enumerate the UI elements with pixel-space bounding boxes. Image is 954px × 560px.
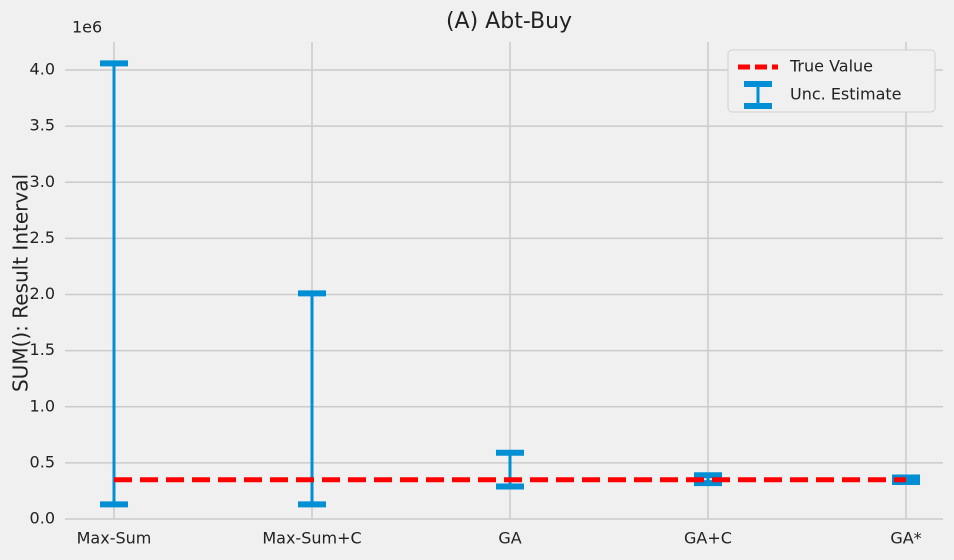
chart-title: (A) Abt-Buy: [446, 9, 572, 34]
y-axis-label: SUM(): Result Interval: [9, 174, 33, 392]
y-tick-label: 4.0: [30, 60, 55, 79]
y-tick-label: 1.5: [30, 340, 55, 359]
y-tick-label: 3.0: [30, 172, 55, 191]
x-tick-label: GA: [498, 529, 521, 548]
y-tick-label: 0.5: [30, 452, 55, 471]
y-offset-label: 1e6: [72, 18, 102, 37]
x-tick-label: Max-Sum+C: [262, 529, 361, 548]
x-tick-label: GA+C: [684, 529, 732, 548]
y-tick-label: 2.0: [30, 284, 55, 303]
x-tick-label: Max-Sum: [77, 529, 152, 548]
y-tick-label: 3.5: [30, 116, 55, 135]
legend-label: True Value: [789, 57, 873, 76]
y-tick-label: 2.5: [30, 228, 55, 247]
legend-box: [727, 49, 936, 113]
y-tick-label: 1.0: [30, 396, 55, 415]
legend-label: Unc. Estimate: [790, 85, 902, 104]
x-tick-label: GA*: [890, 529, 921, 548]
y-tick-label: 0.0: [30, 509, 55, 528]
